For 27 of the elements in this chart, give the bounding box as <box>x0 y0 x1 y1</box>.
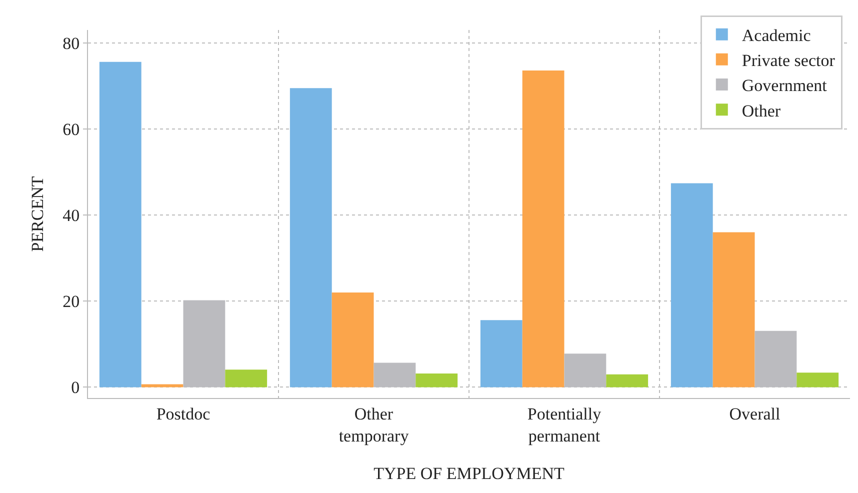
bar <box>670 183 713 388</box>
bar <box>796 372 839 388</box>
bar <box>332 292 374 388</box>
bar <box>606 374 648 388</box>
y-axis-title: PERCENT <box>28 176 48 252</box>
y-tick-label: 40 <box>62 206 80 226</box>
bar <box>522 70 564 388</box>
bar <box>141 384 184 388</box>
bar <box>712 232 755 388</box>
x-axis-title: TYPE OF EMPLOYMENT <box>374 464 565 483</box>
bar <box>99 62 142 388</box>
legend-label: Other <box>742 101 781 120</box>
y-tick-label: 60 <box>62 120 80 139</box>
bar <box>290 88 332 388</box>
bar <box>416 373 458 388</box>
y-tick-label: 20 <box>62 292 80 312</box>
y-tick-label: 0 <box>71 378 80 398</box>
x-tick-label: Overall <box>729 404 781 424</box>
legend-label: Academic <box>742 26 812 45</box>
x-tick-label: Potentially permanent <box>527 404 602 446</box>
bar <box>480 320 522 388</box>
legend-label: Government <box>742 76 828 96</box>
x-tick-label: Other temporary <box>338 404 410 446</box>
x-tick-label: Postdoc <box>156 404 211 424</box>
y-tick-label: 80 <box>62 34 80 53</box>
legend-label: Private sector <box>742 51 836 70</box>
bar <box>225 370 268 388</box>
